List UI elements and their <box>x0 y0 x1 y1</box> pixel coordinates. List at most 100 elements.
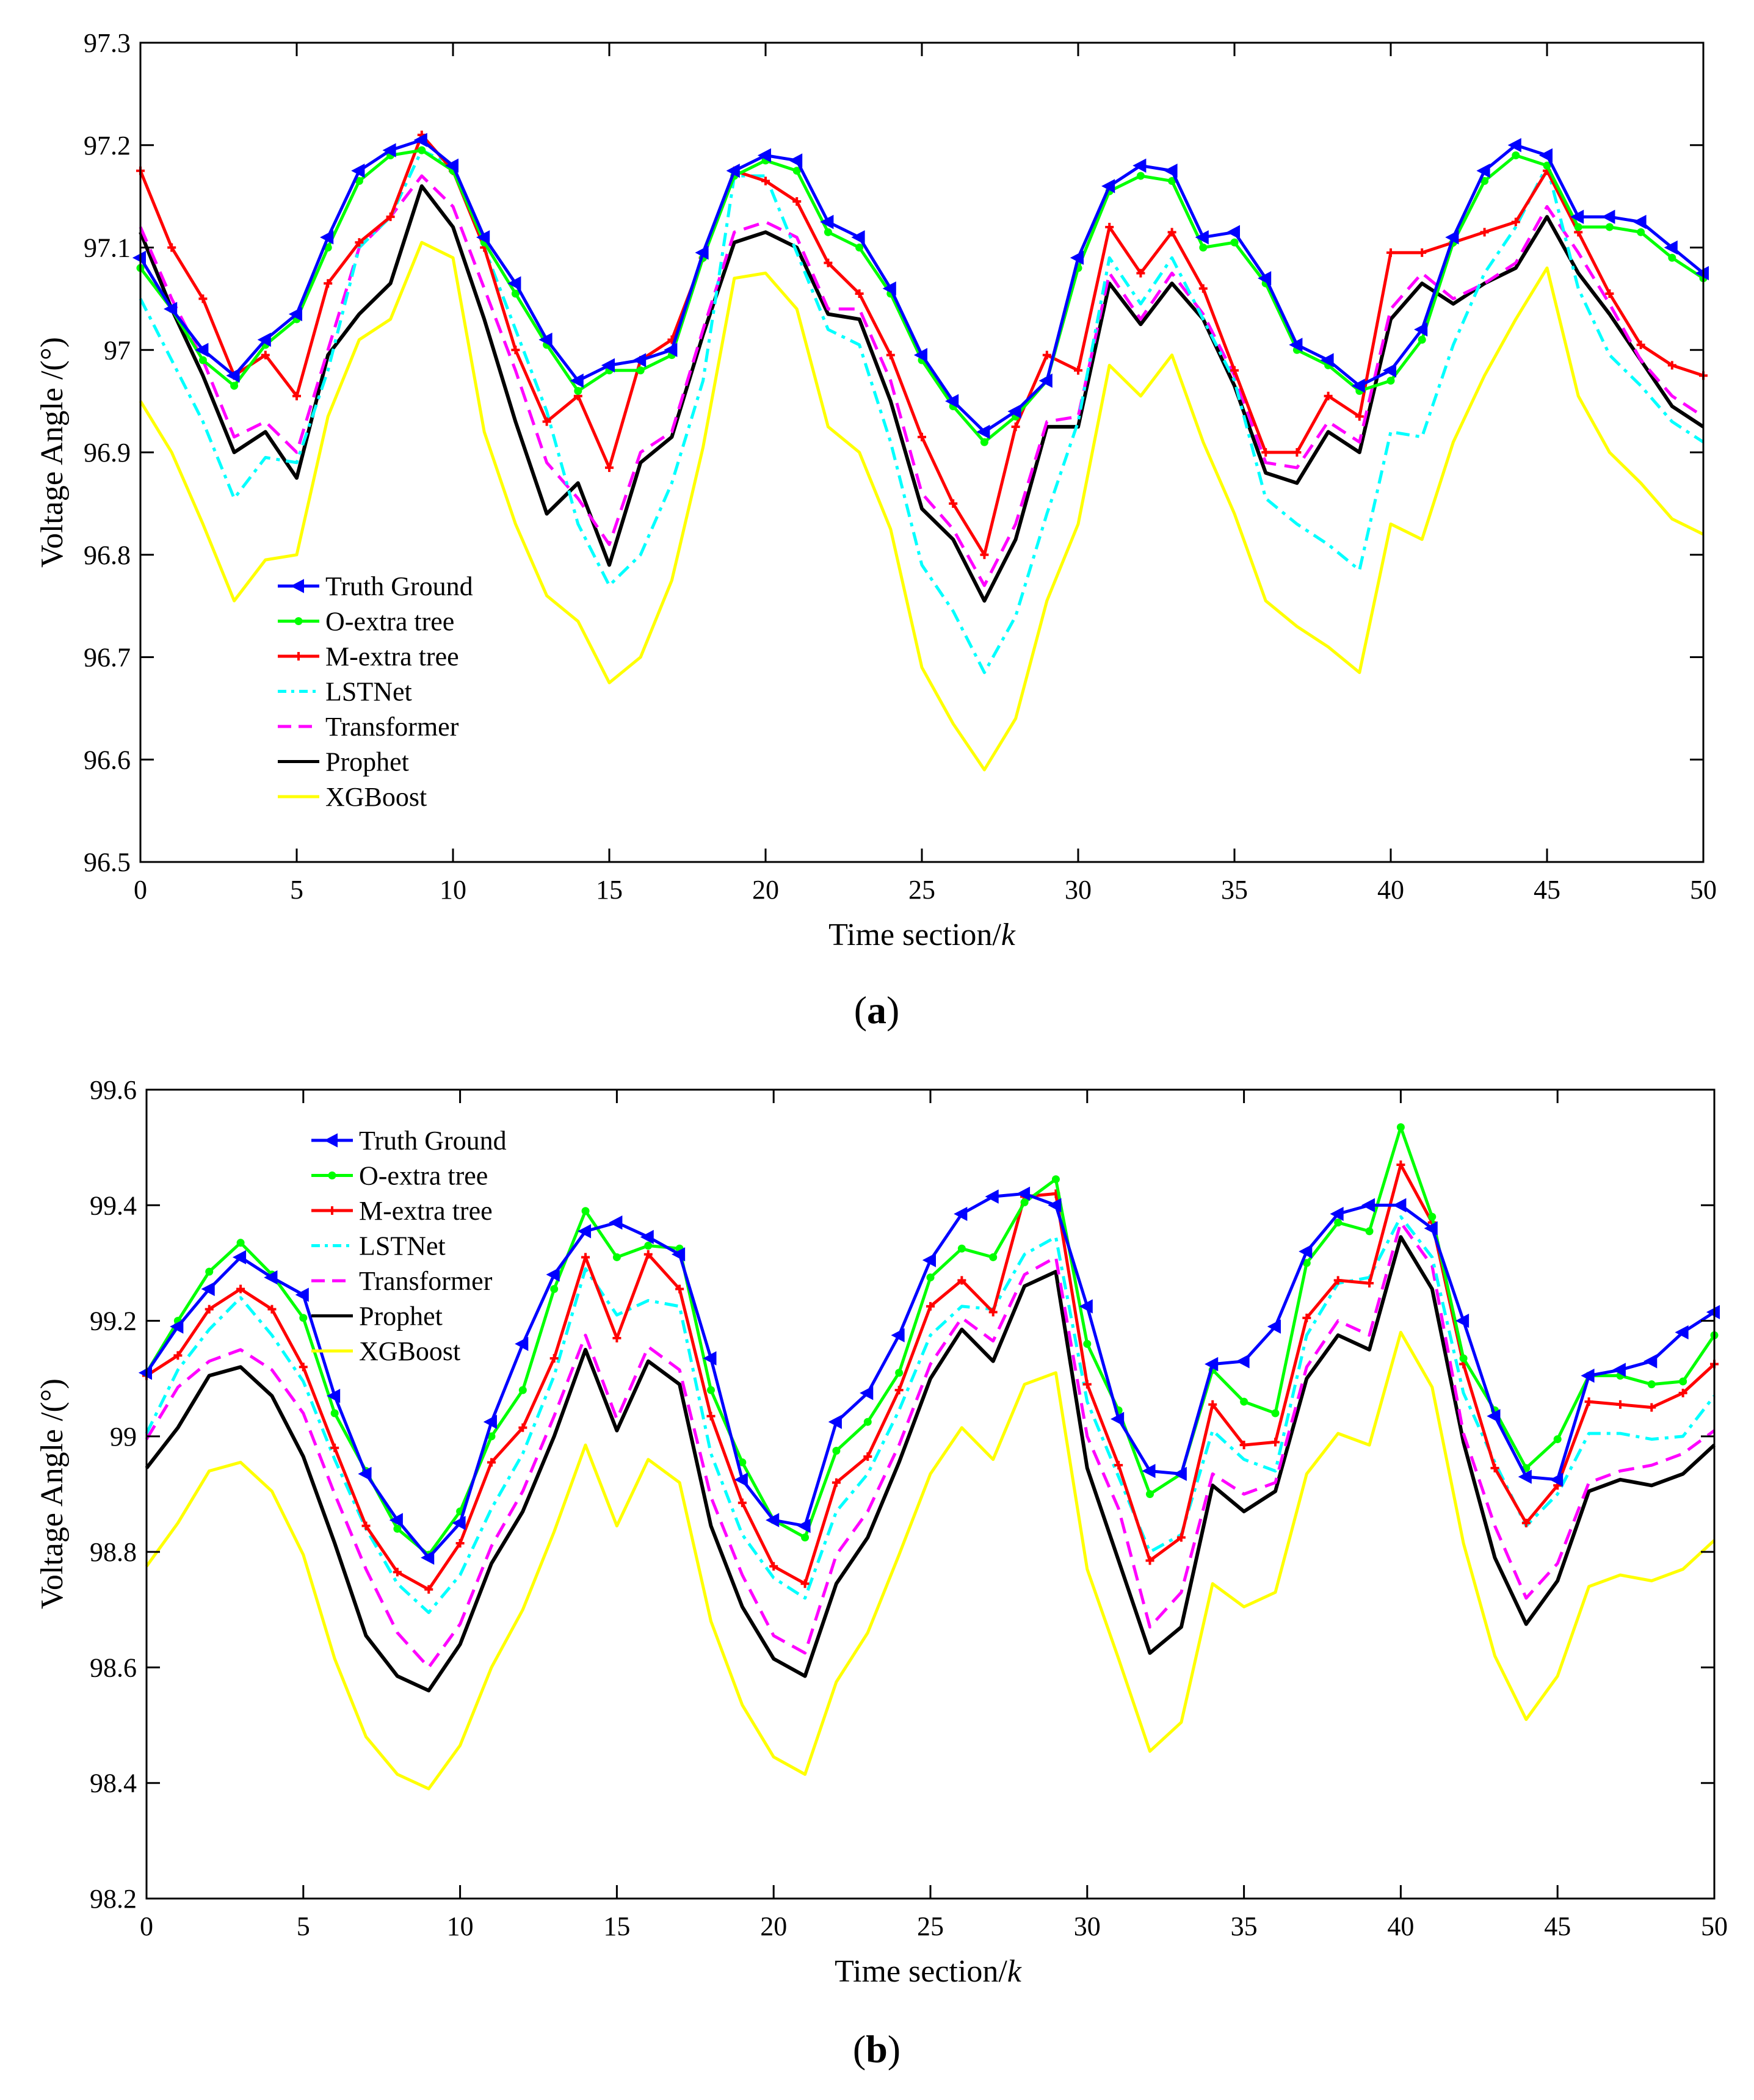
data-point <box>801 1533 810 1541</box>
data-point <box>1105 222 1114 231</box>
data-point <box>632 353 647 368</box>
data-point <box>358 1466 372 1482</box>
data-point <box>1239 1441 1248 1450</box>
data-point <box>476 230 490 245</box>
x-tick-label: 35 <box>1221 875 1248 905</box>
data-point <box>1199 244 1208 252</box>
data-point <box>926 1273 935 1282</box>
data-point <box>507 276 521 291</box>
data-point <box>232 1250 247 1265</box>
x-tick-label: 15 <box>603 1911 630 1941</box>
data-point <box>761 176 770 186</box>
data-point <box>1142 1463 1156 1479</box>
series-prophet <box>145 1235 1716 1693</box>
data-point <box>421 1550 435 1565</box>
data-point <box>1016 1186 1031 1201</box>
data-point <box>355 238 364 247</box>
x-tick-label: 25 <box>908 875 935 905</box>
y-tick-label: 99.2 <box>90 1306 137 1336</box>
data-point <box>386 212 395 222</box>
x-tick-label: 0 <box>140 1911 153 1941</box>
y-tick-label: 98.6 <box>90 1653 137 1682</box>
data-point <box>824 228 832 236</box>
data-point <box>894 1386 904 1395</box>
data-point <box>640 1229 654 1244</box>
data-point <box>1355 412 1364 421</box>
y-tick-label: 98.4 <box>90 1769 137 1798</box>
data-point <box>1258 271 1272 286</box>
data-point <box>675 1284 684 1294</box>
data-point <box>1480 228 1489 237</box>
data-point <box>789 153 803 168</box>
legend-label: XGBoost <box>359 1336 460 1366</box>
x-tick-label: 40 <box>1387 1911 1414 1941</box>
data-point <box>1302 1259 1311 1267</box>
legend-item: O-extra tree <box>311 1161 488 1191</box>
data-point <box>1176 1533 1186 1542</box>
data-point <box>518 1386 527 1394</box>
y-tick-label: 96.7 <box>84 643 131 673</box>
legend-label: Transformer <box>359 1266 493 1296</box>
panel-label-a: (a) <box>854 988 900 1032</box>
panel-label-b: (b) <box>853 2027 901 2071</box>
data-point <box>926 1302 935 1311</box>
data-point <box>1365 1227 1374 1236</box>
y-axis-label-b: Voltage Angle /(°) <box>35 1378 70 1609</box>
data-point <box>1261 448 1270 457</box>
data-point <box>1543 161 1551 170</box>
data-point <box>769 1562 778 1571</box>
data-point <box>1512 151 1520 160</box>
data-point <box>581 1207 590 1215</box>
data-point <box>257 332 271 347</box>
y-tick-label: 99.6 <box>90 1075 137 1105</box>
data-point <box>201 1281 215 1297</box>
data-point <box>1111 1411 1125 1427</box>
series-line <box>139 184 1705 603</box>
data-point <box>288 306 302 322</box>
legend-label: Truth Ground <box>359 1126 507 1156</box>
data-point <box>1330 1206 1344 1222</box>
data-point <box>1633 214 1647 230</box>
legend-label: Transformer <box>325 712 459 742</box>
legend-marker <box>290 579 304 593</box>
data-point <box>1480 176 1489 185</box>
data-point <box>1664 240 1678 255</box>
data-point <box>511 346 520 355</box>
y-tick-label: 96.6 <box>84 745 131 775</box>
series-xgboost <box>145 1331 1716 1790</box>
y-axis-label-a: Voltage Angle /(°) <box>35 337 70 568</box>
data-point <box>1195 230 1209 245</box>
legend-item: XGBoost <box>311 1336 460 1366</box>
data-point <box>957 1244 966 1253</box>
data-point <box>832 1478 841 1487</box>
x-tick-label: 50 <box>1701 1911 1728 1941</box>
legend-item: Prophet <box>278 747 409 777</box>
data-point <box>1011 422 1020 432</box>
data-point <box>570 373 584 388</box>
data-point <box>1299 1244 1313 1259</box>
data-point <box>483 1414 497 1429</box>
data-point <box>1538 148 1553 163</box>
data-point <box>1361 1198 1375 1212</box>
data-point <box>734 1472 748 1487</box>
data-point <box>1553 1435 1562 1444</box>
data-point <box>695 245 709 260</box>
data-point <box>487 1458 496 1467</box>
data-point <box>1270 1438 1280 1447</box>
legend-label: XGBoost <box>325 782 427 812</box>
data-point <box>824 258 833 267</box>
data-point <box>511 289 520 298</box>
data-point <box>382 143 396 158</box>
data-point <box>1382 363 1396 378</box>
data-point <box>1414 322 1428 337</box>
data-point <box>1042 350 1051 360</box>
series-line <box>145 1221 1716 1669</box>
data-point <box>324 279 333 288</box>
data-point <box>726 164 740 178</box>
data-point <box>1051 1175 1060 1184</box>
y-tick-label: 98.8 <box>90 1537 137 1567</box>
data-point <box>1083 1339 1092 1348</box>
data-point <box>299 1314 308 1322</box>
data-point <box>230 382 239 390</box>
legend-label: O-extra tree <box>359 1161 488 1191</box>
